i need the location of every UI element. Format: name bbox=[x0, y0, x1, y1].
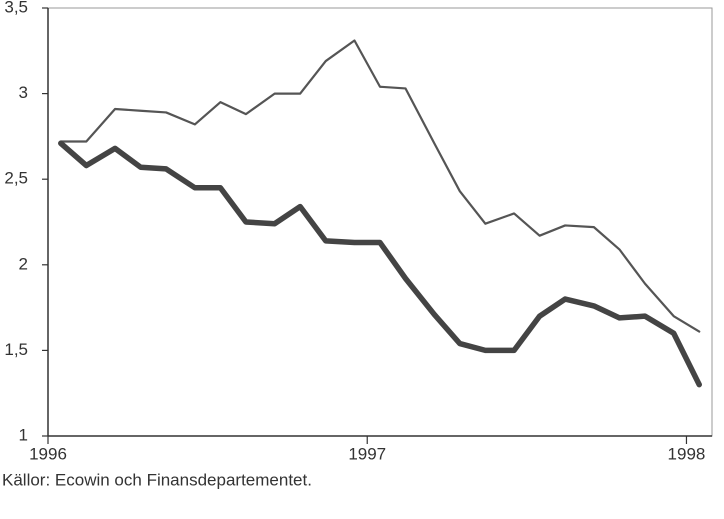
y-tick-label: 1,5 bbox=[4, 340, 28, 359]
y-tick-label: 2,5 bbox=[4, 169, 28, 188]
x-tick-label: 1998 bbox=[668, 444, 706, 463]
y-tick-label: 2 bbox=[19, 254, 28, 273]
plot-frame bbox=[47, 7, 713, 437]
series-line bbox=[59, 39, 701, 333]
y-tick-label: 3 bbox=[19, 83, 28, 102]
y-tick-label: 1 bbox=[19, 425, 28, 444]
x-tick-label: 1997 bbox=[348, 444, 386, 463]
x-tick-label: 1996 bbox=[29, 444, 67, 463]
source-note: Källor: Ecowin och Finansdepartementet. bbox=[2, 470, 312, 489]
series-line bbox=[58, 140, 702, 388]
y-tick-label: 3,5 bbox=[4, 0, 28, 16]
